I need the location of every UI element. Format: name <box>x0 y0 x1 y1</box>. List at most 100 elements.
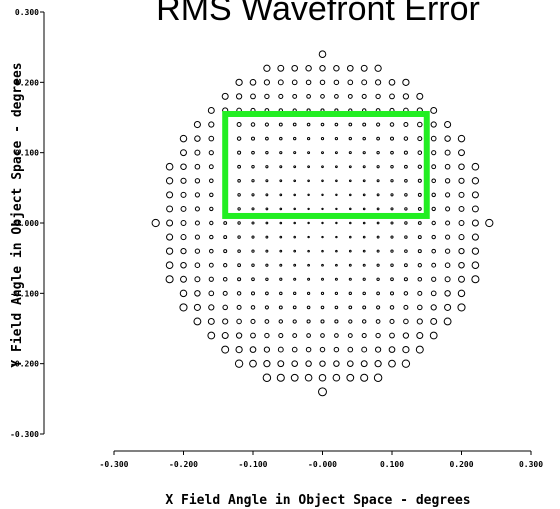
field-point <box>334 122 339 127</box>
field-points <box>151 50 494 397</box>
field-point <box>332 373 341 382</box>
field-point <box>376 193 380 197</box>
field-point <box>458 261 465 269</box>
field-point <box>251 221 255 225</box>
field-point <box>265 165 269 169</box>
field-point <box>235 332 243 339</box>
field-point <box>444 135 451 142</box>
field-point <box>305 346 312 353</box>
field-point <box>348 249 352 253</box>
field-point <box>291 360 299 367</box>
field-point <box>349 221 352 225</box>
field-point <box>471 177 480 185</box>
field-point <box>151 218 160 228</box>
field-point <box>374 64 382 72</box>
field-point <box>390 193 394 197</box>
field-point <box>458 220 465 226</box>
field-point <box>263 346 271 353</box>
field-point <box>193 317 202 326</box>
field-point <box>194 234 200 240</box>
field-point <box>279 207 283 211</box>
field-point <box>445 220 451 226</box>
field-point <box>348 136 352 141</box>
field-point <box>430 304 437 311</box>
field-point <box>250 122 256 127</box>
field-point <box>237 277 242 282</box>
field-point <box>179 289 188 298</box>
field-point <box>376 221 380 225</box>
field-point <box>417 304 423 311</box>
field-point <box>237 221 241 225</box>
field-point <box>431 150 437 156</box>
field-point <box>251 249 255 253</box>
field-point <box>250 318 256 325</box>
field-point <box>362 193 366 197</box>
field-point <box>417 290 423 296</box>
field-point <box>334 333 339 338</box>
field-point <box>194 192 200 198</box>
field-point <box>390 277 394 282</box>
field-point <box>307 277 311 281</box>
field-point <box>376 277 380 281</box>
field-point <box>374 346 382 353</box>
field-point <box>307 221 310 225</box>
y-tick-label: 0.200 <box>15 78 39 87</box>
field-point <box>471 162 480 171</box>
field-point <box>263 360 271 368</box>
field-point <box>348 122 353 127</box>
field-point <box>293 165 297 169</box>
field-point <box>458 275 465 283</box>
field-point <box>223 235 228 240</box>
field-point <box>348 305 353 310</box>
field-point <box>404 235 408 239</box>
field-point <box>208 262 214 268</box>
field-point <box>293 263 297 267</box>
field-point <box>180 149 187 157</box>
field-point <box>279 179 283 183</box>
field-point <box>362 136 366 141</box>
field-point <box>417 263 422 268</box>
field-point <box>237 249 241 253</box>
field-point <box>208 178 214 184</box>
x-axis-label: X Field Angle in Object Space - degrees <box>165 493 470 508</box>
field-point <box>251 207 255 211</box>
field-point <box>264 93 270 100</box>
field-point <box>265 136 269 141</box>
field-point <box>431 178 437 184</box>
field-point <box>208 121 215 128</box>
field-point <box>334 305 339 310</box>
field-point <box>458 163 465 170</box>
field-point <box>389 291 395 296</box>
field-point <box>237 179 241 183</box>
field-point <box>165 261 174 270</box>
field-point <box>306 291 311 295</box>
field-point <box>265 263 269 267</box>
field-point <box>458 248 465 255</box>
field-point <box>180 234 187 241</box>
field-point <box>402 345 410 354</box>
field-point <box>207 331 216 340</box>
field-point <box>416 332 424 340</box>
field-point <box>376 305 381 310</box>
field-point <box>237 164 242 169</box>
field-point <box>390 249 394 253</box>
field-point <box>362 291 366 296</box>
field-point <box>166 219 174 227</box>
y-tick-label: -0.300 <box>10 430 39 439</box>
field-point <box>417 276 423 282</box>
field-point <box>334 277 338 281</box>
field-point <box>403 291 409 296</box>
field-point <box>347 93 353 99</box>
field-point <box>320 319 325 324</box>
field-point <box>235 345 243 354</box>
field-point <box>222 318 229 325</box>
x-tick-label: -0.000 <box>308 460 337 469</box>
field-point <box>375 332 381 339</box>
field-point <box>471 219 479 227</box>
field-point <box>223 263 228 268</box>
field-point <box>321 165 324 169</box>
field-point <box>390 207 394 211</box>
field-point <box>305 360 312 367</box>
field-point <box>430 290 437 297</box>
field-point <box>320 291 325 295</box>
